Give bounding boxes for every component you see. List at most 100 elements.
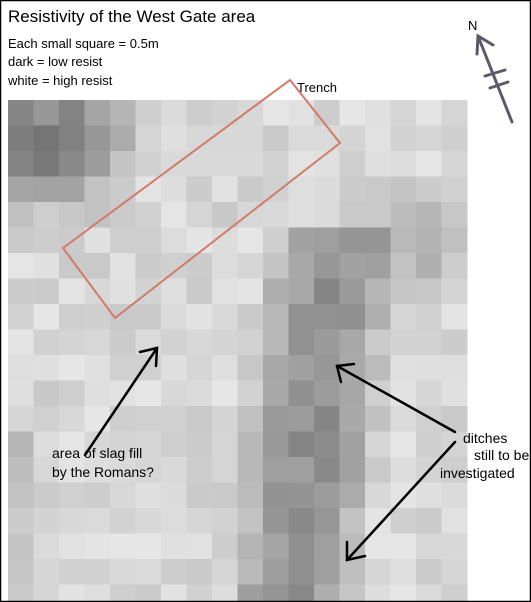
grid-cell <box>135 533 162 560</box>
grid-cell <box>288 355 315 381</box>
grid-cell <box>390 482 417 509</box>
grid-cell <box>441 584 468 602</box>
grid-cell <box>314 151 340 177</box>
grid-cell <box>441 278 468 305</box>
grid-cell <box>263 227 289 254</box>
grid-cell <box>33 355 60 381</box>
grid-cell <box>8 533 34 560</box>
grid-cell <box>186 533 213 560</box>
grid-cell <box>161 227 187 254</box>
grid-cell <box>33 329 60 356</box>
grid-cell <box>33 380 60 407</box>
grid-cell <box>288 559 315 585</box>
grid-cell <box>390 329 417 356</box>
grid-cell <box>416 151 442 177</box>
grid-cell <box>110 533 136 560</box>
grid-cell <box>186 406 213 432</box>
grid-cell <box>314 584 340 602</box>
grid-cell <box>212 584 238 602</box>
grid-cell <box>135 304 162 330</box>
grid-cell <box>33 202 60 228</box>
grid-cell <box>135 100 162 126</box>
grid-cell <box>314 329 340 356</box>
grid-cell <box>237 176 264 203</box>
grid-cell <box>314 559 340 585</box>
grid-cell <box>365 584 391 602</box>
grid-cell <box>59 278 85 305</box>
grid-cell <box>212 253 238 279</box>
grid-cell <box>59 304 85 330</box>
grid-cell <box>59 584 85 602</box>
grid-cell <box>441 457 468 483</box>
grid-cell <box>339 125 366 152</box>
grid-cell <box>314 431 340 458</box>
grid-cell <box>212 202 238 228</box>
grid-cell <box>339 202 366 228</box>
grid-cell <box>212 559 238 585</box>
grid-cell <box>161 406 187 432</box>
grid-cell <box>59 125 85 152</box>
grid-cell <box>84 176 111 203</box>
grid-cell <box>263 151 289 177</box>
grid-cell <box>8 278 34 305</box>
grid-cell <box>390 278 417 305</box>
grid-cell <box>8 304 34 330</box>
grid-cell <box>416 253 442 279</box>
grid-cell <box>263 202 289 228</box>
grid-cell <box>416 329 442 356</box>
grid-cell <box>416 125 442 152</box>
grid-cell <box>390 253 417 279</box>
grid-cell <box>441 227 468 254</box>
grid-cell <box>339 508 366 534</box>
grid-cell <box>212 533 238 560</box>
grid-cell <box>365 202 391 228</box>
grid-cell <box>161 431 187 458</box>
grid-cell <box>110 125 136 152</box>
ditch-arrow-lower <box>345 440 457 562</box>
grid-cell <box>288 584 315 602</box>
grid-cell <box>441 125 468 152</box>
grid-cell <box>263 584 289 602</box>
grid-cell <box>263 406 289 432</box>
grid-cell <box>8 329 34 356</box>
grid-cell <box>339 584 366 602</box>
north-bar <box>483 68 507 78</box>
grid-cell <box>390 508 417 534</box>
grid-cell <box>135 559 162 585</box>
grid-cell <box>110 329 136 356</box>
grid-cell <box>365 151 391 177</box>
grid-cell <box>263 508 289 534</box>
grid-cell <box>237 431 264 458</box>
grid-cell <box>339 176 366 203</box>
grid-cell <box>212 508 238 534</box>
grid-cell <box>135 227 162 254</box>
legend-line: dark = low resist <box>8 54 103 69</box>
grid-cell <box>161 278 187 305</box>
grid-cell <box>390 431 417 458</box>
grid-cell <box>161 355 187 381</box>
grid-cell <box>59 151 85 177</box>
grid-cell <box>33 584 60 602</box>
grid-cell <box>33 253 60 279</box>
grid-cell <box>186 329 213 356</box>
grid-cell <box>314 482 340 509</box>
grid-cell <box>390 533 417 560</box>
grid-cell <box>237 227 264 254</box>
grid-cell <box>84 457 111 483</box>
grid-cell <box>33 431 60 458</box>
grid-cell <box>33 100 60 126</box>
grid-cell <box>84 227 111 254</box>
grid-cell <box>59 406 85 432</box>
grid-cell <box>110 176 136 203</box>
grid-cell <box>59 253 85 279</box>
grid-cell <box>416 100 442 126</box>
grid-cell <box>263 559 289 585</box>
grid-cell <box>212 482 238 509</box>
grid-cell <box>416 559 442 585</box>
grid-cell <box>288 253 315 279</box>
north-label: N <box>468 18 477 33</box>
grid-cell <box>263 100 289 126</box>
grid-cell <box>314 380 340 407</box>
grid-cell <box>365 227 391 254</box>
